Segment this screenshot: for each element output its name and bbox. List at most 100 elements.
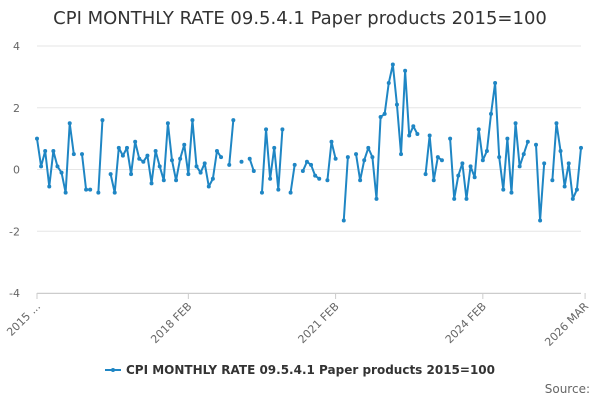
data-point	[96, 190, 101, 195]
data-point	[219, 155, 224, 160]
data-point	[116, 145, 121, 150]
data-point	[35, 136, 39, 141]
data-point	[272, 145, 277, 150]
data-point	[124, 145, 129, 150]
data-point	[227, 162, 232, 167]
data-point	[403, 68, 408, 73]
data-point	[251, 169, 256, 174]
data-point	[210, 176, 215, 181]
data-point	[108, 172, 113, 177]
data-point	[59, 170, 64, 175]
data-point	[325, 178, 330, 183]
data-point	[431, 178, 436, 183]
data-point	[100, 118, 105, 123]
data-point	[288, 190, 293, 195]
data-point	[562, 184, 567, 189]
data-point	[39, 164, 44, 169]
data-point	[63, 190, 68, 195]
data-point	[174, 178, 179, 183]
legend-line-symbol	[104, 365, 121, 375]
data-point	[480, 158, 485, 163]
data-point	[468, 164, 473, 169]
data-point	[169, 158, 174, 163]
data-point	[362, 158, 367, 163]
data-point	[390, 62, 395, 67]
data-point	[534, 142, 539, 147]
data-point	[300, 169, 305, 174]
data-point	[341, 218, 346, 223]
data-point	[178, 156, 183, 161]
data-point	[194, 164, 199, 169]
legend[interactable]: CPI MONTHLY RATE 09.5.4.1 Paper products…	[0, 363, 600, 377]
data-point	[382, 111, 387, 116]
data-point	[206, 184, 211, 189]
data-point	[394, 102, 399, 107]
x-tick-label: 2026 MAR	[542, 300, 591, 349]
data-point	[399, 152, 404, 157]
data-point	[239, 159, 244, 164]
data-point	[329, 139, 334, 144]
data-point	[354, 152, 359, 157]
data-point	[407, 133, 412, 138]
data-point	[190, 118, 195, 123]
data-point	[579, 145, 583, 150]
data-point	[509, 190, 514, 195]
data-point	[386, 81, 391, 86]
x-tick-label: 2015 ...	[4, 300, 43, 339]
data-point	[423, 172, 428, 177]
data-point	[231, 118, 236, 123]
y-tick-label: -2	[9, 225, 20, 238]
data-point	[133, 139, 138, 144]
data-point	[435, 155, 440, 160]
data-point	[513, 121, 518, 126]
data-point	[448, 136, 453, 141]
data-point	[120, 153, 125, 158]
data-point	[112, 190, 117, 195]
data-point	[554, 121, 559, 126]
data-point	[538, 218, 543, 223]
data-point	[137, 156, 142, 161]
data-point	[214, 148, 219, 153]
data-point	[570, 196, 575, 201]
data-point	[317, 176, 322, 181]
data-point	[71, 152, 76, 157]
x-tick-label: 2018 FEB	[148, 300, 194, 346]
data-point	[358, 178, 363, 183]
data-point	[484, 148, 489, 153]
data-point	[259, 190, 264, 195]
data-point	[345, 155, 350, 160]
data-point	[505, 136, 510, 141]
data-point	[476, 127, 481, 132]
data-point	[247, 156, 252, 161]
data-point	[427, 133, 432, 138]
grid-layer	[37, 45, 581, 294]
data-point	[456, 173, 461, 178]
x-tick-label: 2021 FEB	[296, 300, 342, 346]
data-point	[165, 121, 170, 126]
source-label: Source:	[544, 382, 590, 396]
data-point	[157, 164, 162, 169]
data-point	[411, 124, 416, 129]
data-point	[202, 161, 207, 166]
data-point	[149, 181, 154, 186]
legend-label: CPI MONTHLY RATE 09.5.4.1 Paper products…	[125, 363, 495, 377]
data-point	[464, 196, 469, 201]
series-line	[36, 63, 582, 222]
data-point	[472, 175, 477, 180]
data-point	[415, 131, 420, 136]
data-point	[439, 158, 444, 163]
data-point	[333, 156, 338, 161]
data-point	[309, 162, 314, 167]
data-point	[182, 142, 187, 147]
data-point	[67, 121, 72, 126]
data-point	[43, 148, 48, 153]
data-point	[313, 173, 318, 178]
x-tick-label: 2024 FEB	[443, 300, 489, 346]
data-point	[47, 184, 52, 189]
data-point	[161, 178, 166, 183]
data-point	[501, 187, 506, 192]
data-point	[493, 81, 498, 86]
data-point	[186, 172, 191, 177]
data-point	[55, 164, 60, 169]
y-tick-label: -4	[9, 287, 20, 300]
